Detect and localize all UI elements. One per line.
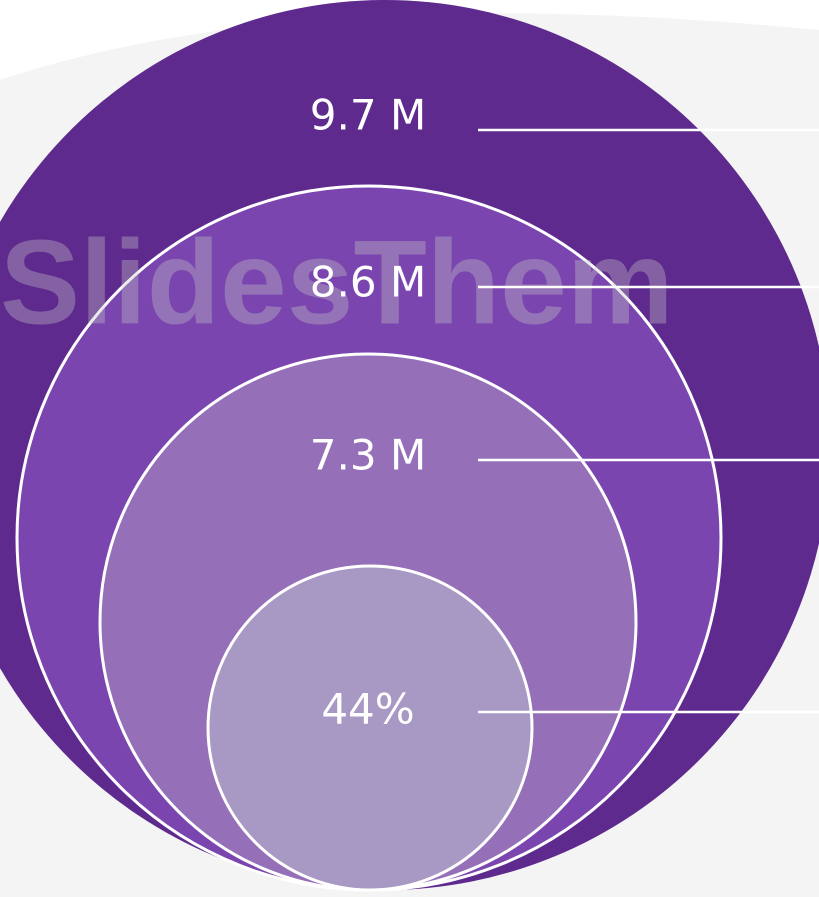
inner-circle (206, 564, 534, 892)
level-label: 44% (321, 685, 414, 734)
watermark: SlidesThem (0, 216, 674, 350)
leader-lines (478, 128, 819, 714)
level-label: 8.6 M (310, 258, 426, 307)
level-label: 7.3 M (310, 431, 426, 480)
level-label: 9.7 M (310, 91, 426, 140)
